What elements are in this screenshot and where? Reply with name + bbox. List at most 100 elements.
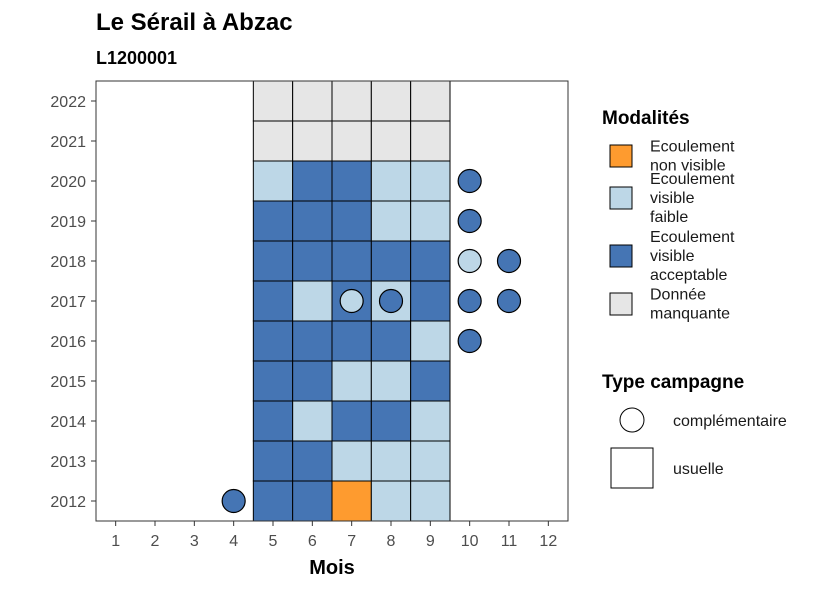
tile-2015-5 <box>252 360 294 402</box>
tile-2022-8 <box>370 80 412 122</box>
tile-2013-5 <box>252 440 294 482</box>
point-2017-7 <box>339 288 364 314</box>
tile-2012-9 <box>410 480 451 522</box>
y-tick-label: 2018 <box>50 254 86 271</box>
legend-label-ecoulement_visible_acceptable: acceptable <box>650 267 727 284</box>
y-tick-label: 2015 <box>50 374 86 391</box>
tile-2015-8 <box>370 360 412 402</box>
tile-2019-9 <box>410 200 451 242</box>
legend-label-ecoulement_visible_acceptable: Ecoulement <box>650 229 735 246</box>
tile-2015-6 <box>292 360 333 402</box>
tile-2018-5 <box>252 240 294 282</box>
tile-2014-6 <box>292 400 333 442</box>
y-tick-label: 2021 <box>50 134 86 151</box>
legend-complementaire-label: complémentaire <box>673 413 787 430</box>
tile-2012-7 <box>331 480 372 522</box>
y-tick-label: 2016 <box>50 334 86 351</box>
tile-2013-9 <box>410 440 451 482</box>
x-tick-label: 9 <box>426 533 435 550</box>
x-tick-label: 1 <box>111 533 120 550</box>
tile-2019-5 <box>252 200 294 242</box>
legend-label-ecoulement_non_visible: Ecoulement <box>650 139 735 156</box>
point-2012-4 <box>221 488 246 514</box>
tile-2015-9 <box>410 360 451 402</box>
usuelle-tiles <box>252 80 451 522</box>
tile-2020-6 <box>292 160 333 202</box>
tile-2022-9 <box>410 80 451 122</box>
point-2017-8 <box>378 288 404 314</box>
tile-2016-6 <box>292 320 333 362</box>
x-axis-title: Mois <box>309 557 355 579</box>
legend-swatch-ecoulement_non_visible <box>609 144 633 168</box>
tile-2019-7 <box>331 200 372 242</box>
tile-2017-9 <box>410 280 451 322</box>
y-tick-label: 2022 <box>50 94 86 111</box>
y-tick-label: 2019 <box>50 214 86 231</box>
tile-2019-8 <box>370 200 412 242</box>
tile-2016-5 <box>252 320 294 362</box>
x-axis: 1 2 3 4 5 6 7 8 9 10 11 12 <box>111 521 557 550</box>
tile-2020-5 <box>252 160 294 202</box>
legend-type-campagne: Type campagne complémentaire usuelle <box>602 372 787 489</box>
point-2020-10 <box>457 168 482 194</box>
tile-2017-5 <box>252 280 294 322</box>
legend-label-ecoulement_visible_faible: Ecoulement <box>650 171 735 188</box>
y-axis: 2012 2013 2014 2015 2016 2017 2018 2019 2020 2021… <box>50 94 96 511</box>
legend-label-ecoulement_visible_faible: faible <box>650 209 688 226</box>
tile-2012-5 <box>252 480 294 522</box>
y-tick-label: 2020 <box>50 174 86 191</box>
tile-2016-9 <box>410 320 451 362</box>
point-2019-10 <box>457 208 482 234</box>
y-tick-label: 2013 <box>50 454 86 471</box>
tile-2014-5 <box>252 400 294 442</box>
point-2018-11 <box>496 248 522 274</box>
legend-modalites-title: Modalités <box>602 108 690 129</box>
legend-label-ecoulement_non_visible: non visible <box>650 158 726 175</box>
tile-2021-7 <box>331 120 372 162</box>
x-tick-label: 4 <box>229 533 238 550</box>
tile-2013-6 <box>292 440 333 482</box>
x-tick-label: 6 <box>308 533 317 550</box>
legend-label-donnee_manquante: Donnée <box>650 287 706 304</box>
y-tick-label: 2017 <box>50 294 86 311</box>
tile-2018-9 <box>410 240 451 282</box>
tile-2021-9 <box>410 120 451 162</box>
tile-2016-7 <box>331 320 372 362</box>
complementaire-points <box>221 168 522 514</box>
tile-2020-9 <box>410 160 451 202</box>
x-tick-label: 12 <box>539 533 557 550</box>
tile-2013-8 <box>370 440 412 482</box>
tile-2018-8 <box>370 240 412 282</box>
tile-2014-9 <box>410 400 451 442</box>
x-tick-label: 3 <box>190 533 199 550</box>
point-2016-10 <box>457 328 482 354</box>
chart-title: Le Sérail à Abzac <box>96 9 293 36</box>
tile-2022-7 <box>331 80 372 122</box>
tile-2012-8 <box>370 480 412 522</box>
tile-2021-5 <box>252 120 294 162</box>
tile-2014-8 <box>370 400 412 442</box>
x-tick-label: 2 <box>151 533 160 550</box>
legend-label-donnee_manquante: manquante <box>650 306 730 323</box>
x-tick-label: 11 <box>501 533 518 550</box>
legend-circle-swatch <box>619 407 645 433</box>
legend-usuelle-label: usuelle <box>673 461 724 478</box>
tile-2014-7 <box>331 400 372 442</box>
legend-square-swatch <box>610 447 654 489</box>
tile-2018-6 <box>292 240 333 282</box>
legend-swatch-ecoulement_visible_faible <box>609 186 633 210</box>
tile-2020-8 <box>370 160 412 202</box>
tile-2017-6 <box>292 280 333 322</box>
y-tick-label: 2014 <box>50 414 86 431</box>
tile-2022-6 <box>292 80 333 122</box>
tile-2016-8 <box>370 320 412 362</box>
legend-swatch-donnee_manquante <box>609 292 633 316</box>
x-tick-label: 10 <box>461 533 479 550</box>
tile-2021-8 <box>370 120 412 162</box>
tile-2022-5 <box>252 80 294 122</box>
tile-2021-6 <box>292 120 333 162</box>
tile-2020-7 <box>331 160 372 202</box>
tile-2013-7 <box>331 440 372 482</box>
x-tick-label: 5 <box>269 533 278 550</box>
